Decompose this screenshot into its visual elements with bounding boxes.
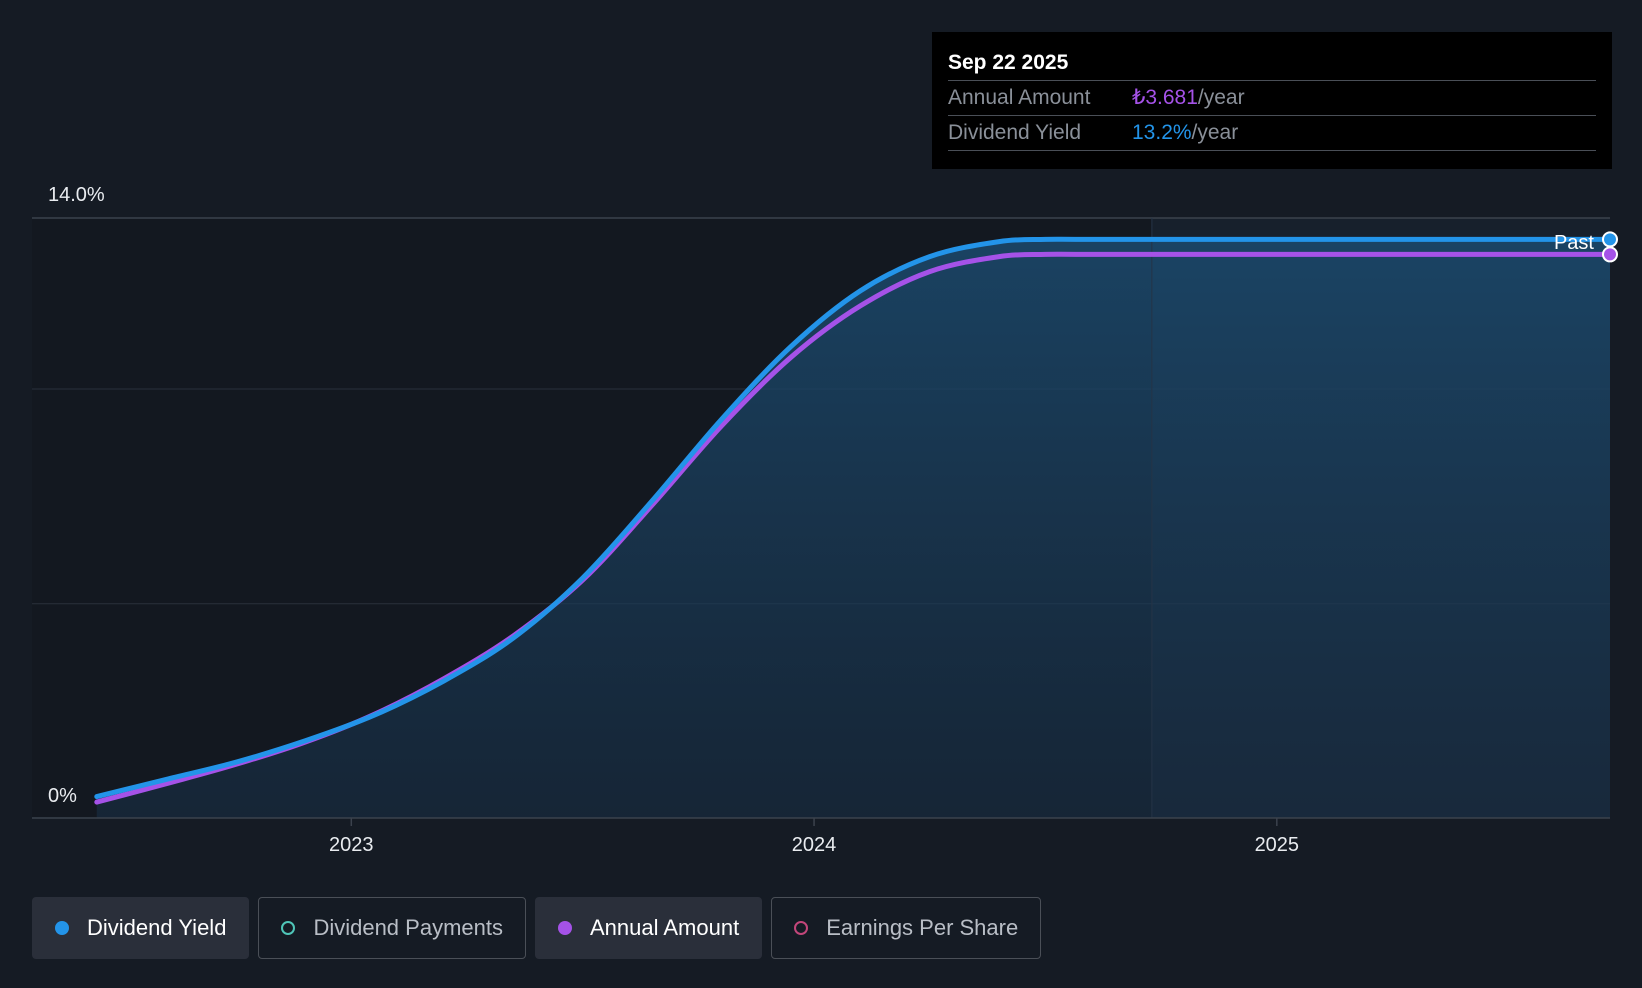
legend-dividend-yield[interactable]: Dividend Yield bbox=[32, 897, 250, 959]
legend-annual-amount-label: Annual Amount bbox=[589, 915, 740, 940]
legend-annual-amount[interactable]: Annual Amount bbox=[534, 897, 763, 959]
dividend-yield-end-marker[interactable] bbox=[1602, 231, 1618, 248]
x-tick-label: 2024 bbox=[792, 834, 837, 856]
legend-dividend-payments-label: Dividend Payments bbox=[313, 915, 503, 940]
legend-dividend-yield-label: Dividend Yield bbox=[87, 915, 227, 940]
legend-earnings-per-share-label: Earnings Per Share bbox=[826, 915, 1019, 940]
dividend-payments-dot-icon bbox=[281, 921, 296, 935]
legend-earnings-per-share[interactable]: Earnings Per Share bbox=[771, 897, 1042, 959]
y-axis-top-label: 14.0% bbox=[48, 184, 105, 206]
dividend-yield-area bbox=[96, 239, 1611, 818]
tooltip-row-dividend-yield: Dividend Yield 13.2% /year bbox=[948, 115, 1596, 151]
annual-amount-end-marker[interactable] bbox=[1602, 246, 1618, 263]
tooltip-annual-amount-unit: /year bbox=[1197, 86, 1245, 109]
tooltip-date: Sep 22 2025 bbox=[948, 51, 1069, 74]
x-axis-ticks: 2023 2024 2025 bbox=[329, 818, 1299, 856]
y-axis-bottom-label: 0% bbox=[48, 785, 77, 807]
annual-amount-dot-icon bbox=[557, 921, 572, 935]
tooltip-dividend-yield-label: Dividend Yield bbox=[948, 121, 1082, 144]
x-tick-label: 2023 bbox=[329, 834, 374, 856]
x-tick-label: 2025 bbox=[1255, 834, 1300, 856]
tooltip-annual-amount-label: Annual Amount bbox=[948, 86, 1091, 109]
past-label: Past bbox=[1554, 232, 1594, 254]
earnings-per-share-dot-icon bbox=[794, 921, 809, 935]
tooltip-row-annual-amount: Annual Amount ₺3.681 /year bbox=[948, 80, 1596, 115]
hover-tooltip: Sep 22 2025 Annual Amount ₺3.681 /year D… bbox=[932, 32, 1612, 169]
legend-dividend-payments[interactable]: Dividend Payments bbox=[258, 897, 526, 959]
dividend-yield-dot-icon bbox=[55, 921, 69, 935]
tooltip-annual-amount-value: ₺3.681 bbox=[1132, 86, 1198, 109]
dividend-yield-line bbox=[94, 236, 1613, 800]
tooltip-dividend-yield-unit: /year bbox=[1191, 121, 1239, 144]
tooltip-dividend-yield-value: 13.2% bbox=[1132, 121, 1192, 144]
chart-legend: Dividend Yield Dividend Payments Annual … bbox=[32, 897, 1042, 959]
